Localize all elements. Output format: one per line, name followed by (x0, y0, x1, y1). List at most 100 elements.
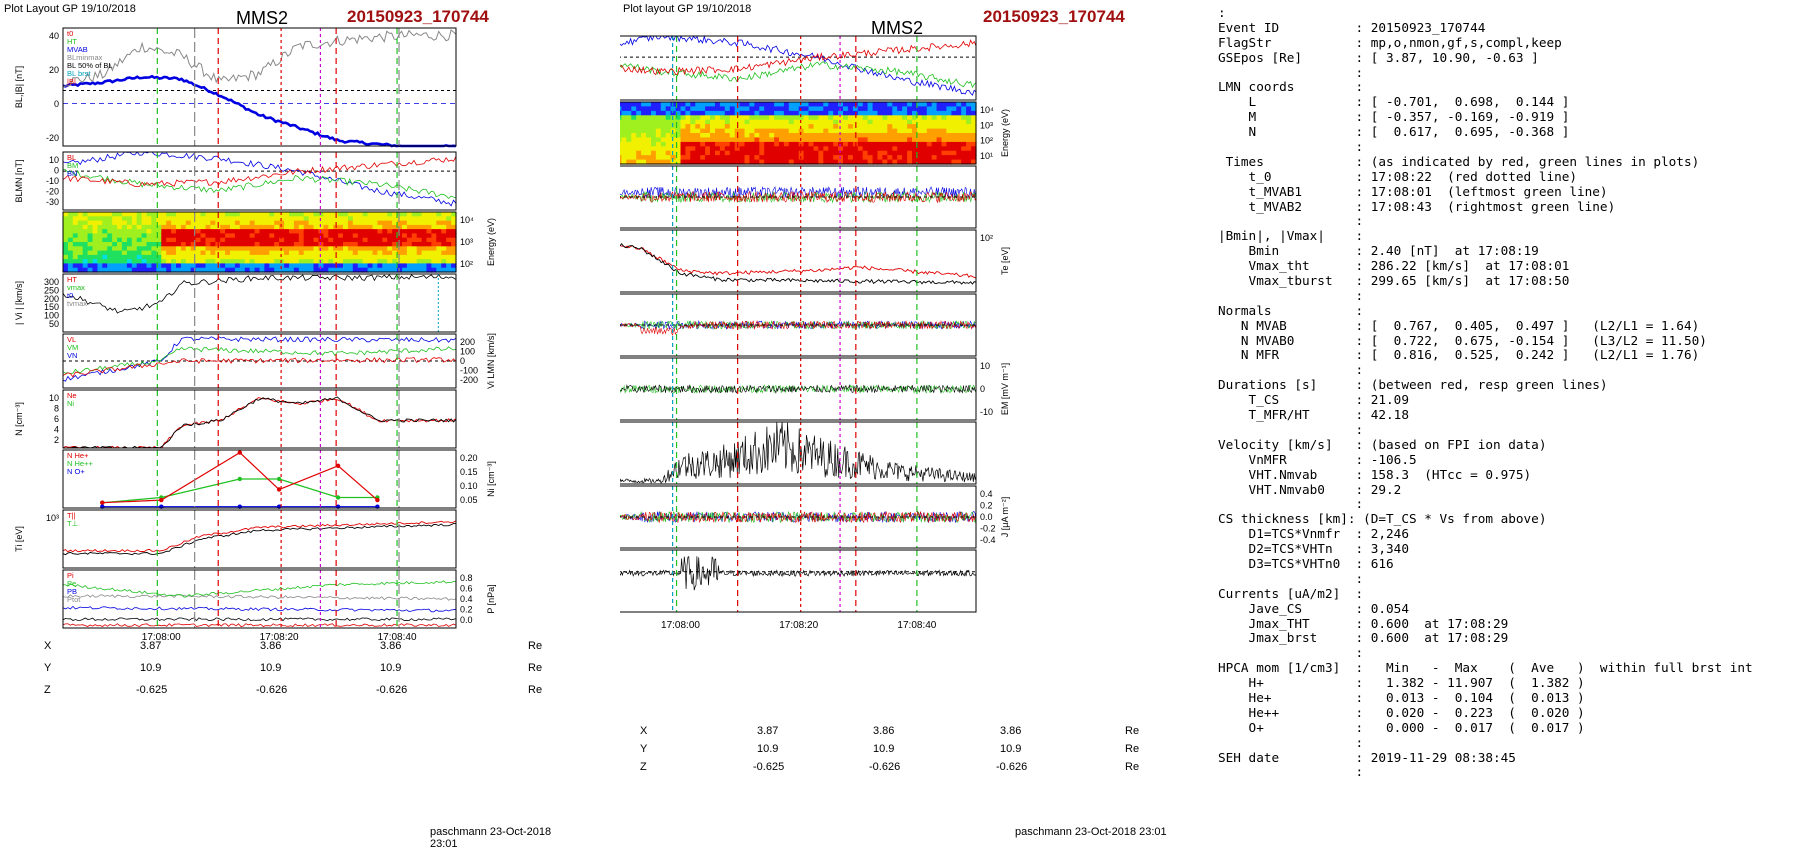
spectrogram-cell (195, 229, 202, 234)
spectrogram-cell (818, 119, 824, 125)
spectrogram-cell (798, 146, 805, 152)
spectrogram-cell (141, 220, 148, 226)
panel-frame (620, 485, 977, 549)
spectrogram-cell (685, 119, 691, 125)
spectrogram-cell (788, 155, 795, 161)
spectrogram-cell (308, 224, 315, 230)
spectrogram-cell (190, 220, 197, 226)
spectrogram-cell (779, 150, 785, 156)
spectrogram-cell (269, 242, 275, 247)
spectrogram-cell (338, 212, 344, 217)
spectrogram-cell (126, 254, 133, 260)
spectrogram-cell (284, 237, 290, 243)
spectrogram-cell (783, 141, 790, 147)
spectrogram-cell (916, 106, 923, 112)
spectrogram-cell (769, 102, 775, 107)
spectrogram-cell (259, 220, 265, 226)
spectrogram-cell (813, 115, 819, 121)
spectrogram-cell (131, 246, 138, 252)
spectrogram-cell (793, 146, 800, 152)
spectrogram-cell (387, 246, 393, 252)
spectrogram-cell (406, 263, 413, 269)
y-tick-label: 10³ (460, 237, 473, 247)
spectrogram-cell (961, 155, 967, 161)
spectrogram-cell (783, 159, 790, 165)
spectrogram-cell (715, 110, 721, 116)
spectrogram-cell (916, 115, 923, 121)
spectrogram-cell (421, 212, 428, 217)
spectrogram-cell (641, 106, 647, 112)
spectrogram-cell (705, 133, 711, 138)
spectrogram-cell (660, 155, 667, 161)
spectrogram-cell (112, 242, 118, 247)
spectrogram-cell (651, 133, 657, 138)
spectrogram-cell (798, 133, 805, 138)
pos-unit: Re (1125, 743, 1140, 755)
spectrogram-cell (705, 119, 711, 125)
spectrogram-cell (779, 155, 785, 161)
legend-entry: N He+ (67, 451, 89, 460)
spectrogram-cell (705, 106, 711, 112)
spectrogram-cell (660, 141, 667, 147)
spectrogram-cell (397, 263, 403, 269)
spectrogram-cell (897, 133, 903, 138)
spectrogram-cell (931, 155, 938, 161)
info-line: : (1218, 764, 1364, 780)
spectrogram-cell (705, 141, 711, 147)
series-line (620, 320, 977, 330)
spectrogram-cell (185, 263, 192, 269)
series-line-BM (620, 61, 977, 89)
spectrogram-cell (323, 242, 329, 247)
spectrogram-cell (279, 233, 285, 239)
spectrogram-cell (289, 259, 295, 264)
spectrogram-cell (234, 229, 241, 234)
data-point (276, 487, 282, 492)
y-tick-label: 0.10 (460, 481, 478, 491)
spectrogram-cell (146, 212, 152, 217)
spectrogram-cell (877, 119, 883, 125)
spectrogram-cell (655, 146, 662, 152)
spectrogram-cell (641, 155, 647, 161)
spectrogram-cell (779, 141, 785, 147)
spectrogram-cell (779, 106, 785, 112)
spectrogram-cell (102, 212, 108, 217)
spectrogram-cell (685, 137, 691, 143)
spectrogram-cell (926, 133, 933, 138)
spectrogram-cell (916, 155, 923, 161)
spectrogram-cell (936, 124, 943, 130)
spectrogram-cell (907, 150, 913, 156)
spectrogram-cell (862, 110, 869, 116)
spectrogram-cell (377, 254, 383, 260)
spectrogram-cell (951, 124, 957, 130)
spectrogram-cell (847, 119, 854, 125)
spectrogram-cell (651, 141, 657, 147)
series-line (620, 510, 977, 524)
spectrogram-cell (352, 229, 359, 234)
spectrogram-cell (926, 115, 933, 121)
spectrogram-cell (107, 246, 113, 252)
spectrogram-cell (838, 128, 844, 134)
data-point (237, 450, 242, 455)
spectrogram-cell (857, 110, 864, 116)
info-line: T_CS : 21.09 (1218, 392, 1409, 408)
spectrogram-cell (798, 159, 805, 165)
spectrogram-cell (744, 150, 750, 156)
spectrogram-cell (313, 220, 319, 226)
spectrogram-cell (298, 212, 305, 217)
pos-value: 3.87 (140, 640, 162, 652)
y-tick-label: 0.2 (460, 605, 473, 615)
spectrogram-cell (92, 254, 98, 260)
spectrogram-cell (441, 254, 447, 260)
spectrogram-cell (670, 141, 677, 147)
spectrogram-cell (210, 233, 216, 239)
spectrogram-cell (828, 110, 834, 116)
spectrogram-cell (665, 133, 672, 138)
info-line: Currents [uA/m2] : (1218, 585, 1364, 601)
spectrogram-cell (916, 141, 923, 147)
spectrogram-cell (971, 115, 977, 121)
spectrogram-cell (793, 102, 800, 107)
spectrogram-cell (759, 141, 765, 147)
spectrogram-cell (961, 150, 967, 156)
spectrogram-cell (631, 141, 637, 147)
spectrogram-cell (882, 141, 888, 147)
